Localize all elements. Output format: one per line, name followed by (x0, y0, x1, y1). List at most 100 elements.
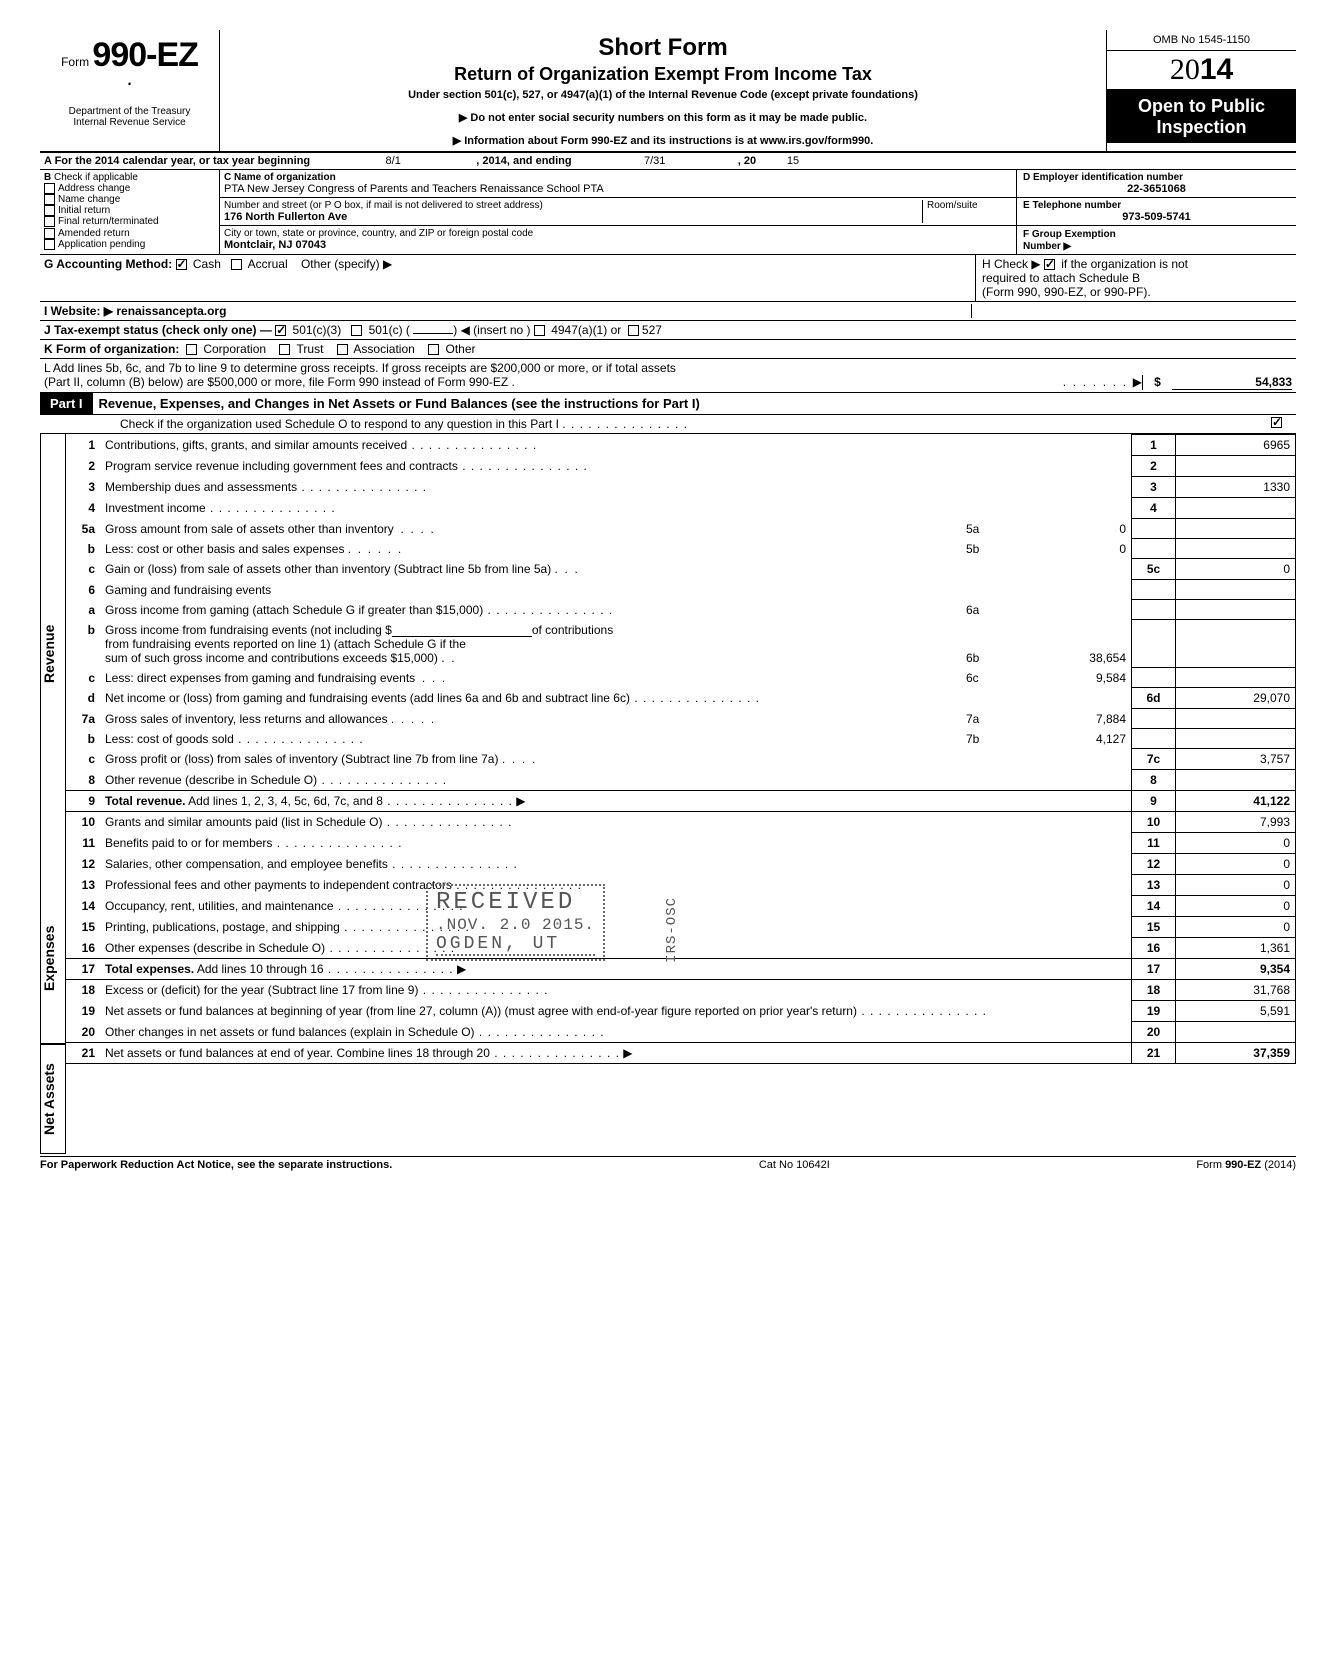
chk-initial-return[interactable] (44, 205, 55, 216)
form-header: Form 990-EZ . Department of the Treasury… (40, 30, 1296, 153)
chk-assoc[interactable] (337, 344, 348, 355)
d-label: D Employer identification number (1023, 172, 1290, 183)
under-section: Under section 501(c), 527, or 4947(a)(1)… (228, 89, 1098, 101)
part1-title: Revenue, Expenses, and Changes in Net As… (93, 396, 700, 411)
chk-address-change[interactable] (44, 183, 55, 194)
line-a: A For the 2014 calendar year, or tax yea… (40, 153, 1296, 170)
city-label: City or town, state or province, country… (224, 228, 1012, 239)
f-label2: Number ▶ (1023, 241, 1071, 252)
form-id-block: Form 990-EZ . Department of the Treasury… (40, 30, 220, 151)
ssn-warning: Do not enter social security numbers on … (228, 111, 1098, 124)
chk-4947[interactable] (534, 325, 545, 336)
amt-11: 0 (1176, 833, 1296, 854)
amt-16: 1,361 (1176, 938, 1296, 959)
f-label: F Group Exemption (1023, 229, 1116, 240)
chk-schedule-b[interactable] (1044, 259, 1055, 270)
form-number: 990-EZ (92, 36, 198, 74)
part1-check: Check if the organization used Schedule … (40, 415, 1296, 434)
e-label: E Telephone number (1023, 200, 1290, 211)
chk-accrual[interactable] (231, 259, 242, 270)
ein: 22-3651068 (1023, 183, 1290, 195)
amt-13: 0 (1176, 875, 1296, 896)
chk-trust[interactable] (279, 344, 290, 355)
room-label: Room/suite (927, 200, 1012, 211)
amt-6a (1006, 603, 1126, 617)
city: Montclair, NJ 07043 (224, 239, 1012, 251)
amt-21: 37,359 (1176, 1043, 1296, 1064)
amt-7c: 3,757 (1176, 749, 1296, 770)
section-def: D Employer identification number 22-3651… (1016, 170, 1296, 254)
chk-name-change[interactable] (44, 194, 55, 205)
amt-7a: 7,884 (1006, 712, 1126, 726)
part1-tag: Part I (40, 393, 93, 414)
amt-10: 7,993 (1176, 812, 1296, 833)
amt-6d: 29,070 (1176, 688, 1296, 709)
street-label: Number and street (or P O box, if mail i… (224, 200, 922, 211)
chk-other-org[interactable] (428, 344, 439, 355)
chk-501c3[interactable] (275, 325, 286, 336)
form-title-block: Short Form Return of Organization Exempt… (220, 30, 1106, 151)
side-labels: Revenue Expenses Net Assets (40, 434, 66, 1154)
amt-14: 0 (1176, 896, 1296, 917)
row-k: K Form of organization: Corporation Trus… (40, 340, 1296, 359)
amt-19: 5,591 (1176, 1001, 1296, 1022)
amt-17: 9,354 (1176, 959, 1296, 980)
info-grid: B Check if applicable Address change Nam… (40, 170, 1296, 255)
amt-5b: 0 (1006, 542, 1126, 556)
amt-6c: 9,584 (1006, 671, 1126, 685)
org-name: PTA New Jersey Congress of Parents and T… (224, 183, 1012, 195)
tax-year: 2014 (1107, 51, 1296, 90)
omb-number: OMB No 1545-1150 (1107, 30, 1296, 51)
part1-header: Part I Revenue, Expenses, and Changes in… (40, 392, 1296, 415)
info-url: Information about Form 990-EZ and its in… (228, 134, 1098, 147)
footer-right: Form 990-EZ (2014) (1196, 1159, 1296, 1171)
amt-3: 1330 (1176, 477, 1296, 498)
amt-8 (1176, 770, 1296, 791)
dept-irs: Internal Revenue Service (46, 117, 213, 128)
page-footer: For Paperwork Reduction Act Notice, see … (40, 1156, 1296, 1171)
amt-4 (1176, 498, 1296, 519)
l-amount: 54,833 (1172, 375, 1292, 390)
open-to-public: Open to Public Inspection (1107, 90, 1296, 143)
amt-7b: 4,127 (1006, 732, 1126, 746)
section-h: H Check ▶ if the organization is not req… (976, 255, 1296, 301)
side-netassets: Net Assets (40, 1044, 66, 1154)
amt-9: 41,122 (1176, 791, 1296, 812)
row-i: I Website: ▶ renaissancepta.org (40, 302, 1296, 321)
chk-cash[interactable] (176, 259, 187, 270)
chk-amended[interactable] (44, 228, 55, 239)
form-right-block: OMB No 1545-1150 2014 Open to Public Ins… (1106, 30, 1296, 151)
amt-18: 31,768 (1176, 980, 1296, 1001)
chk-app-pending[interactable] (44, 239, 55, 250)
row-gh: G Accounting Method: Cash Accrual Other … (40, 255, 1296, 302)
form-label: Form (61, 55, 89, 69)
amt-5a: 0 (1006, 522, 1126, 536)
main-table: Revenue Expenses Net Assets 1Contributio… (40, 434, 1296, 1154)
period-end: 7/31 (575, 155, 735, 167)
revenue-table: 1Contributions, gifts, grants, and simil… (66, 434, 1296, 1064)
section-c: C Name of organization PTA New Jersey Co… (220, 170, 1016, 254)
title-return: Return of Organization Exempt From Incom… (228, 64, 1098, 85)
amt-15: 0 (1176, 917, 1296, 938)
chk-corp[interactable] (186, 344, 197, 355)
section-b: B Check if applicable Address change Nam… (40, 170, 220, 254)
amt-5c: 0 (1176, 559, 1296, 580)
chk-schedule-o[interactable] (1271, 417, 1282, 428)
amt-2 (1176, 456, 1296, 477)
c-label: C Name of organization (224, 172, 1012, 183)
title-short-form: Short Form (228, 34, 1098, 62)
side-expenses: Expenses (40, 874, 66, 1044)
chk-501c[interactable] (351, 325, 362, 336)
chk-527[interactable] (628, 325, 639, 336)
amt-1: 6965 (1176, 435, 1296, 456)
chk-final-return[interactable] (44, 216, 55, 227)
amt-20 (1176, 1022, 1296, 1043)
footer-left: For Paperwork Reduction Act Notice, see … (40, 1159, 392, 1171)
footer-mid: Cat No 10642I (759, 1159, 830, 1171)
amt-12: 0 (1176, 854, 1296, 875)
side-revenue: Revenue (40, 434, 66, 874)
dept-treasury: Department of the Treasury (46, 106, 213, 117)
period-begin: 8/1 (313, 155, 473, 167)
row-l: L Add lines 5b, 6c, and 7b to line 9 to … (40, 359, 1296, 392)
street: 176 North Fullerton Ave (224, 211, 922, 223)
